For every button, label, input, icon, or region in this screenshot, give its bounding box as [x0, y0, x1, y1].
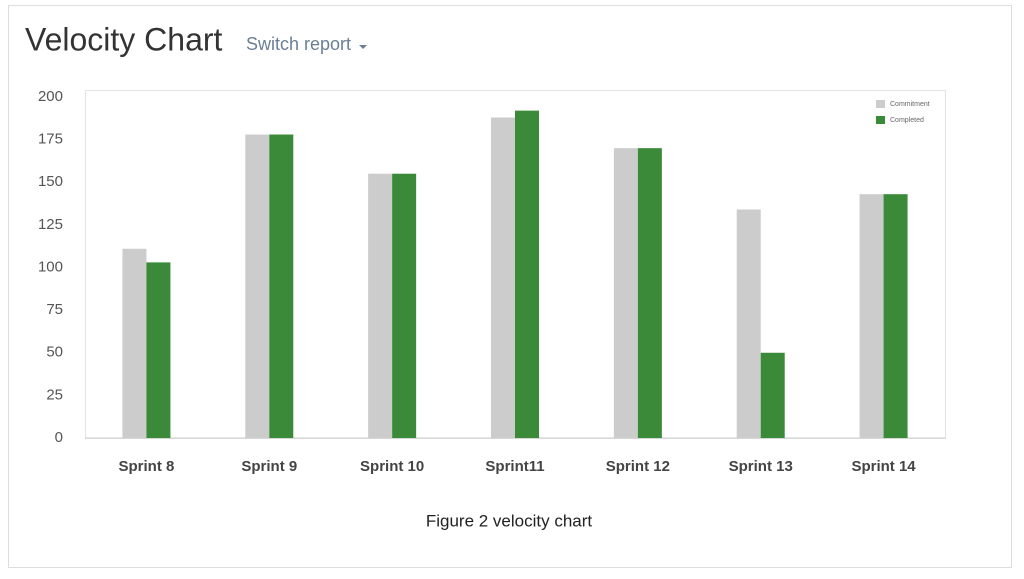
y-tick-label: 125 [38, 216, 63, 233]
x-tick-label: Sprint 12 [606, 458, 670, 475]
bar [146, 262, 171, 438]
y-tick-label: 75 [46, 301, 63, 318]
x-tick-label: Sprint11 [485, 458, 544, 475]
y-tick-label: 200 [38, 88, 63, 105]
bar [122, 248, 147, 438]
y-tick-label: 150 [38, 173, 63, 190]
x-tick-label: Sprint 10 [360, 458, 424, 475]
caret-icon[interactable] [359, 45, 368, 49]
switch-report-link[interactable]: Switch report [246, 34, 351, 54]
bar [736, 209, 761, 438]
x-tick-label: Sprint 14 [851, 458, 916, 475]
caption: Figure 2 velocity chart [426, 511, 593, 530]
bar [392, 173, 417, 438]
bar [269, 134, 294, 438]
bar [515, 110, 539, 438]
bar [613, 148, 638, 438]
y-tick-label: 175 [38, 131, 63, 148]
bar [859, 194, 884, 438]
bar [883, 194, 908, 438]
x-tick-label: Sprint 13 [729, 458, 793, 475]
bar [245, 134, 270, 438]
x-tick-label: Sprint 8 [119, 458, 175, 475]
bar [637, 148, 662, 438]
legend-swatch [876, 100, 885, 108]
y-tick-label: 25 [46, 386, 63, 403]
legend-label: Commitment [890, 101, 930, 108]
y-tick-label: 0 [55, 429, 63, 446]
bar [760, 352, 785, 438]
bar [368, 173, 393, 438]
bar [491, 117, 515, 439]
legend-label: Completed [890, 117, 924, 124]
legend-swatch [876, 116, 885, 124]
y-tick-label: 100 [38, 258, 63, 275]
chart-title: Velocity Chart [25, 21, 223, 57]
y-tick-label: 50 [46, 344, 63, 361]
x-tick-label: Sprint 9 [241, 458, 297, 475]
